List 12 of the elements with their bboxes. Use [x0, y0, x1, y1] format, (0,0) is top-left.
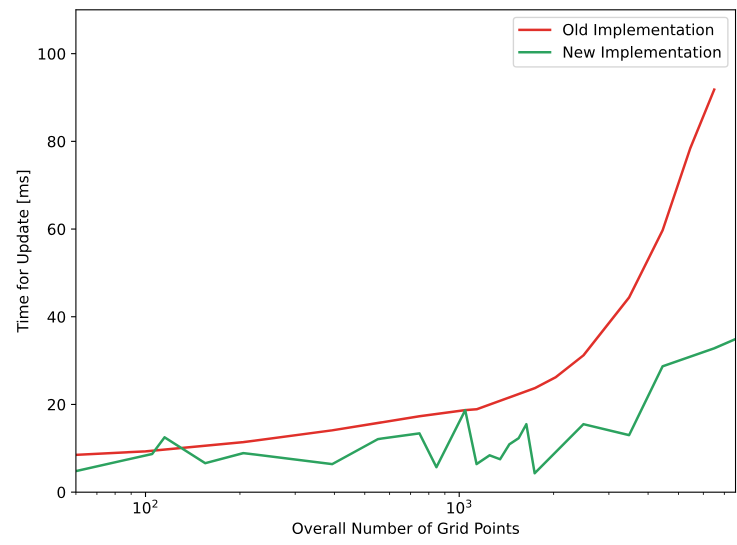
- x-tick-label: 10$^{2}$: [134, 500, 158, 514]
- x-tick-label: 10$^{3}$: [447, 500, 472, 514]
- x-axis-title: Overall Number of Grid Points: [292, 522, 520, 534]
- y-tick-label: 80: [48, 136, 66, 148]
- y-tick-label: 100: [38, 48, 66, 60]
- y-tick-label: 20: [48, 398, 66, 410]
- y-tick-label: 0: [57, 486, 66, 498]
- y-tick-label: 60: [48, 224, 66, 236]
- y-tick-label: 40: [47, 311, 66, 323]
- y-axis-title: Time for Update [ms]: [16, 170, 32, 333]
- legend-label: Old Implementation: [563, 24, 714, 38]
- legend-label: New Implementation: [564, 46, 720, 61]
